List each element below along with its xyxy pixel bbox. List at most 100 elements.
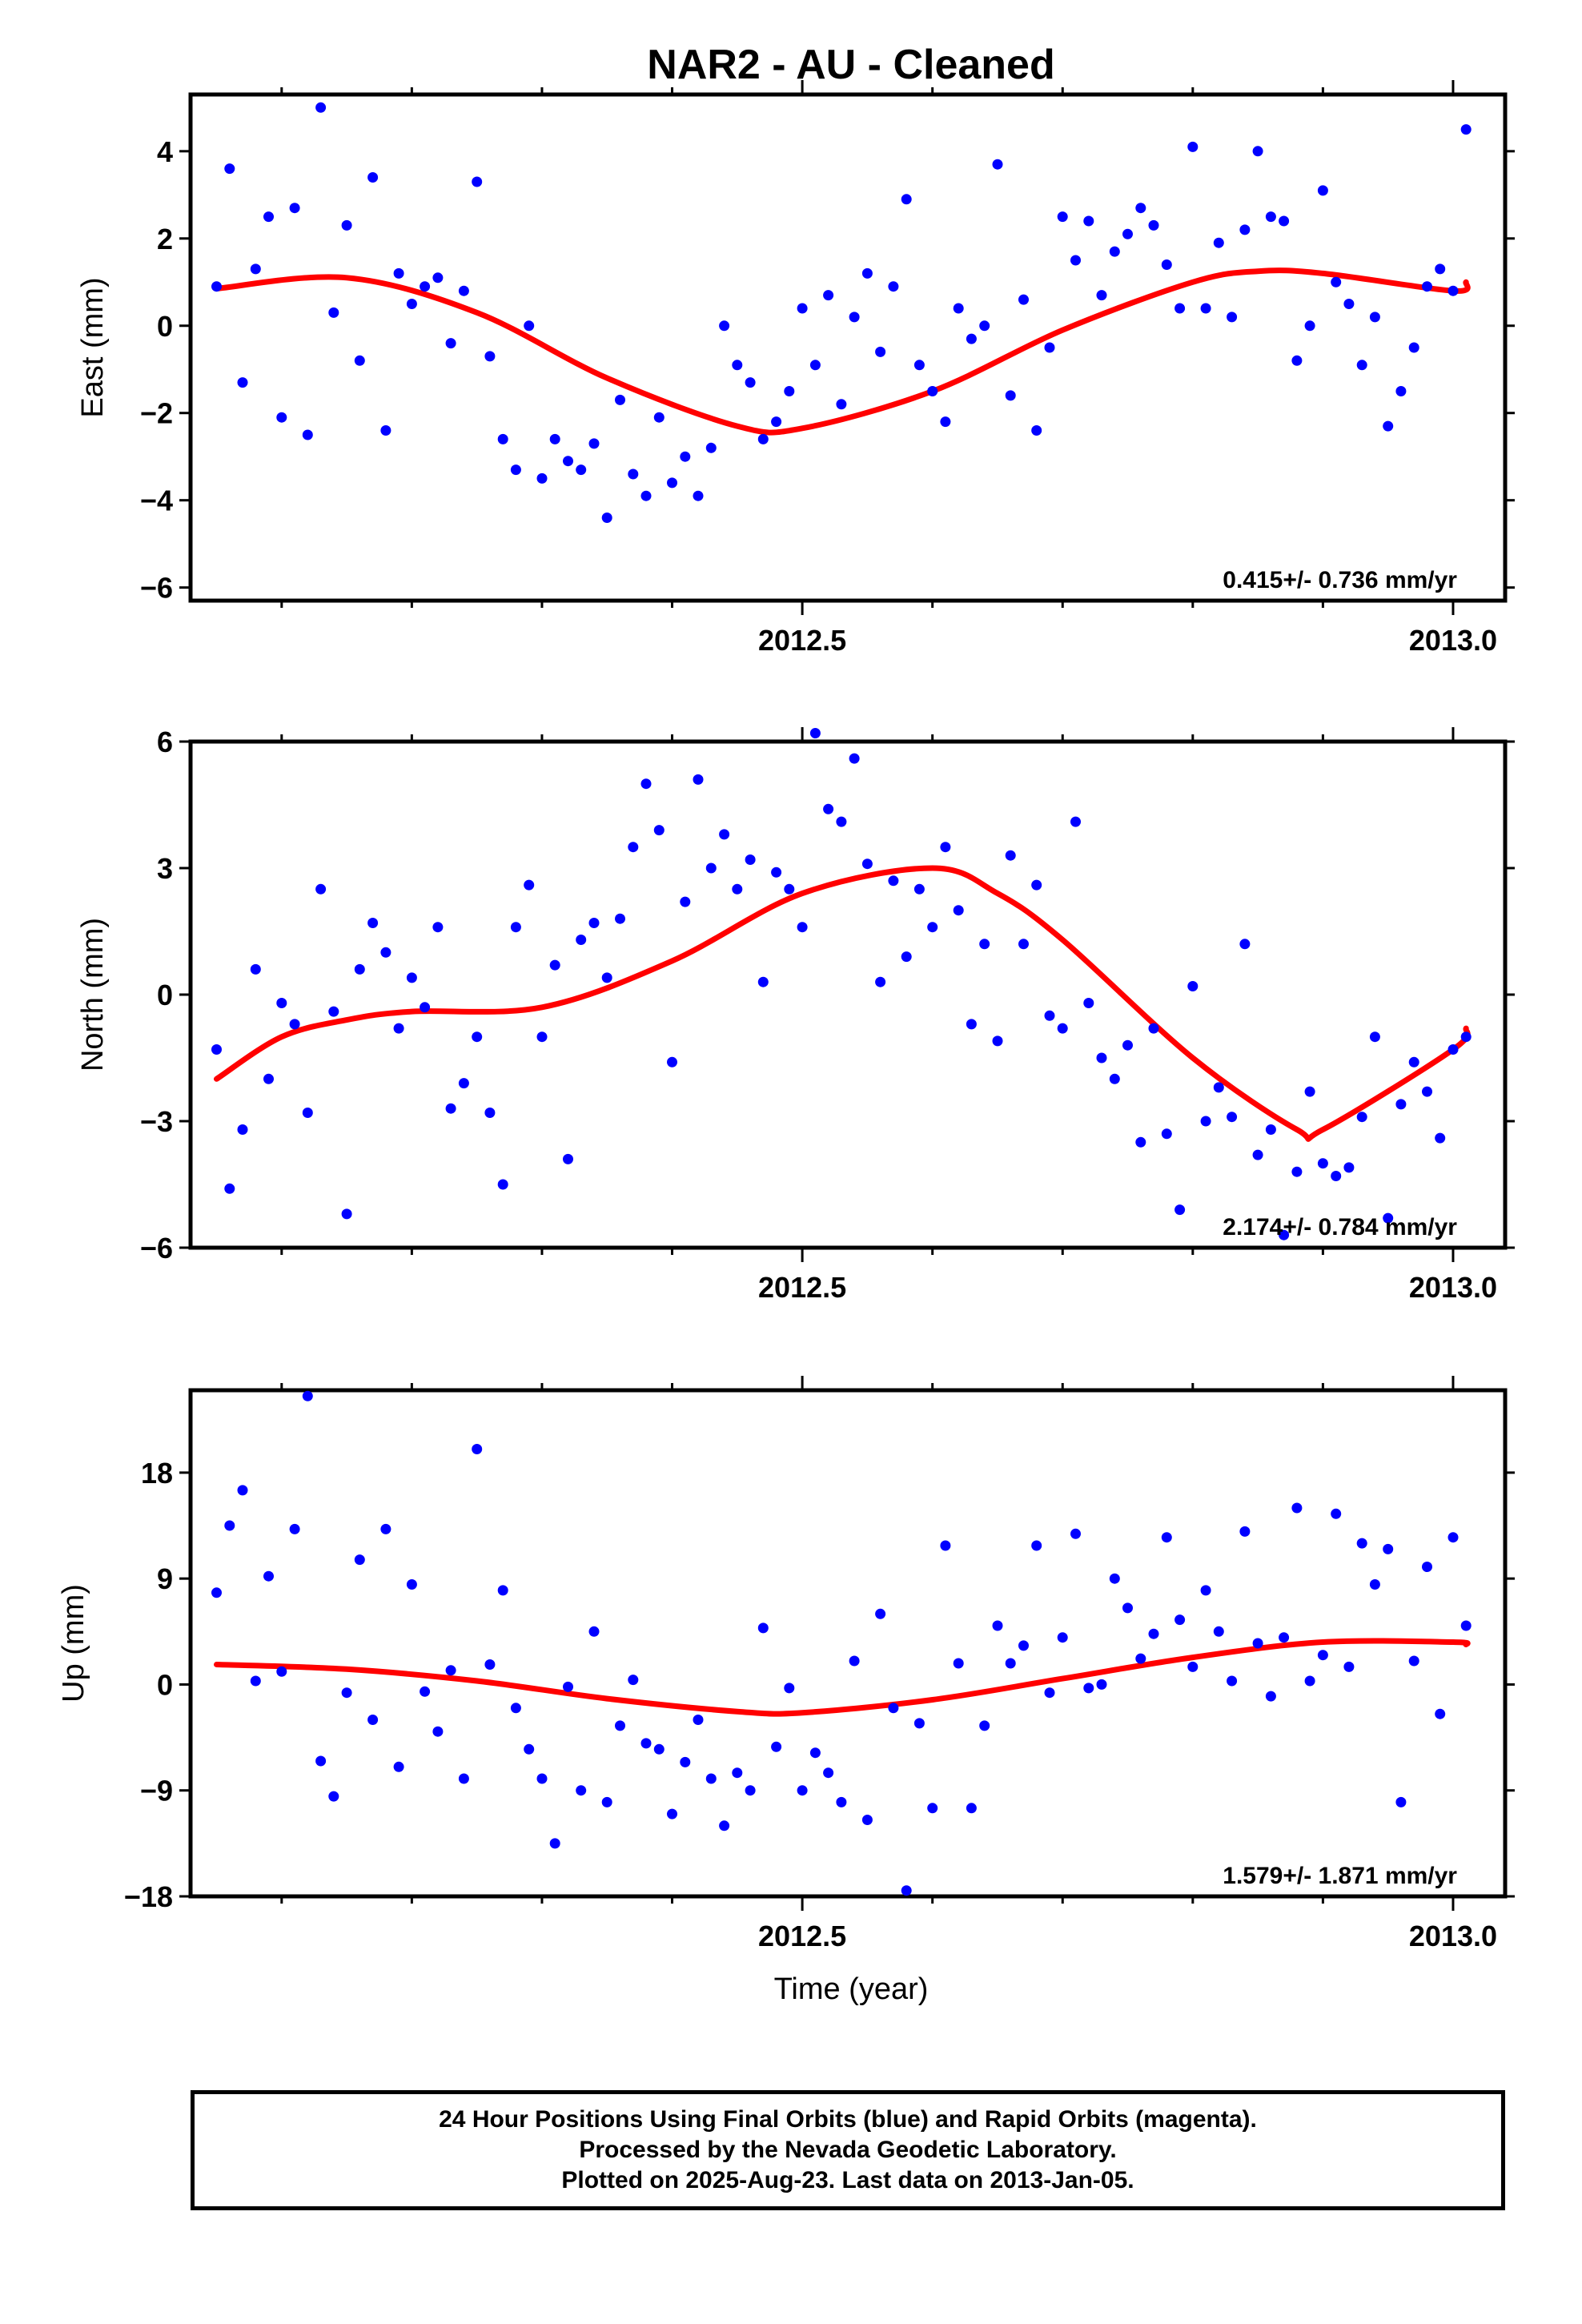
data-point <box>276 412 287 423</box>
data-point <box>979 320 990 332</box>
data-point <box>1291 1166 1303 1177</box>
data-point <box>1356 360 1367 371</box>
data-point <box>1031 879 1042 891</box>
data-point <box>341 1687 352 1699</box>
data-point <box>1369 1579 1380 1590</box>
data-point <box>263 1073 274 1084</box>
data-point <box>966 1019 977 1030</box>
data-point <box>302 1108 313 1118</box>
data-point <box>315 883 327 895</box>
data-point <box>1304 320 1315 332</box>
data-point <box>1460 124 1472 135</box>
data-point <box>1395 386 1407 396</box>
data-point <box>1200 1585 1211 1596</box>
data-point <box>667 1808 677 1819</box>
data-point <box>1070 1528 1081 1539</box>
data-point <box>1031 425 1042 436</box>
data-point <box>823 290 834 301</box>
data-point <box>1135 203 1146 214</box>
data-point <box>757 976 769 987</box>
data-point <box>1317 1650 1328 1661</box>
data-point <box>1447 285 1459 296</box>
data-point <box>653 825 665 836</box>
data-point <box>667 477 677 489</box>
y-axis-label: North (mm) <box>76 918 110 1072</box>
data-point <box>953 303 964 314</box>
data-point <box>1369 1031 1380 1043</box>
data-point <box>341 1208 352 1220</box>
data-point <box>1018 1640 1029 1651</box>
data-point <box>1422 1086 1432 1097</box>
data-point <box>1200 303 1211 314</box>
y-tick-label: 0 <box>157 1668 173 1701</box>
y-tick-label: 2 <box>157 223 173 255</box>
data-point <box>432 922 444 933</box>
data-point <box>1057 211 1068 223</box>
data-point <box>1122 1039 1133 1051</box>
data-point <box>601 972 612 983</box>
data-point <box>276 998 287 1008</box>
data-point <box>1200 1116 1211 1127</box>
data-point <box>1408 342 1419 353</box>
data-point <box>1317 1158 1328 1169</box>
data-point <box>732 1767 743 1779</box>
data-point <box>524 320 535 332</box>
data-point <box>784 1683 795 1694</box>
data-point <box>771 1741 782 1752</box>
data-points <box>211 102 1472 523</box>
data-point <box>576 1785 587 1796</box>
data-point <box>745 1785 756 1796</box>
data-point <box>224 1520 235 1531</box>
data-points <box>211 728 1472 1240</box>
data-point <box>861 267 873 279</box>
data-point <box>992 159 1003 170</box>
data-point <box>1343 1162 1355 1173</box>
data-point <box>393 1761 404 1772</box>
fit-curve <box>214 267 1471 436</box>
data-point <box>588 1626 600 1637</box>
data-point <box>367 1715 379 1725</box>
data-point <box>875 346 886 357</box>
data-point <box>823 1767 834 1779</box>
data-point <box>1265 211 1276 223</box>
footer-line-2: Processed by the Nevada Geodetic Laborat… <box>579 2137 1117 2163</box>
data-point <box>888 1703 899 1714</box>
data-point <box>250 963 261 975</box>
data-point <box>289 1523 300 1534</box>
data-point <box>836 399 847 410</box>
data-point <box>1383 420 1394 432</box>
data-point <box>484 1659 496 1670</box>
y-tick-label: −6 <box>140 572 173 605</box>
data-point <box>1422 1562 1432 1572</box>
data-point <box>380 1523 391 1534</box>
data-point <box>524 1743 535 1755</box>
data-point <box>576 935 587 945</box>
axis-ticks: −6 −3 0 3 6 2012.5 2013.0 <box>140 726 1515 1304</box>
data-point <box>315 1755 327 1767</box>
data-point <box>484 1108 496 1118</box>
footer-line-3: Plotted on 2025-Aug-23. Last data on 201… <box>561 2167 1134 2193</box>
data-point <box>237 1124 248 1135</box>
data-point <box>1083 215 1094 227</box>
data-point <box>224 1183 235 1194</box>
data-point <box>1356 1538 1367 1549</box>
data-point <box>667 1056 677 1068</box>
data-point <box>1252 1149 1263 1160</box>
data-point <box>1252 1638 1263 1649</box>
data-point <box>328 1006 339 1017</box>
data-point <box>472 1031 483 1043</box>
data-point <box>1083 998 1094 1008</box>
data-point <box>979 1720 990 1731</box>
y-tick-label: −6 <box>140 1232 173 1265</box>
data-point <box>536 1773 548 1784</box>
data-point <box>1343 1661 1355 1672</box>
y-tick-label: −3 <box>140 1105 173 1138</box>
footer-box: 24 Hour Positions Using Final Orbits (bl… <box>191 2090 1505 2210</box>
data-point <box>888 281 899 292</box>
data-point <box>705 1773 717 1784</box>
data-point <box>784 386 795 396</box>
data-point <box>1369 312 1380 323</box>
data-point <box>588 438 600 449</box>
x-tick-label: 2013.0 <box>1409 1920 1497 1952</box>
axis-ticks: −18 −9 0 9 18 2012.5 2013.0 <box>124 1376 1515 1952</box>
